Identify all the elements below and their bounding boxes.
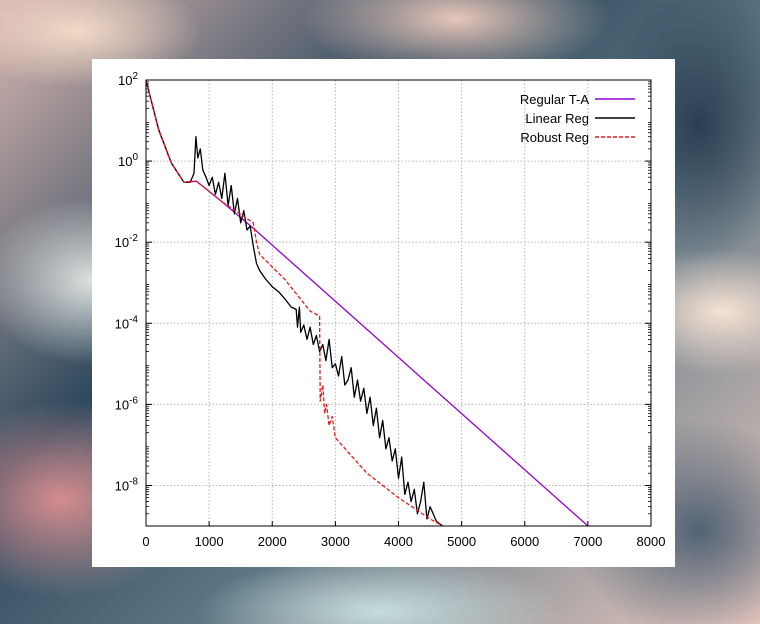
y-tick-labels: 102 100 10-2 10-4 10-6 10-8 <box>115 71 651 493</box>
x-tick-label: 4000 <box>384 534 413 549</box>
chart-svg: 0 1000 2000 3000 4000 5000 6000 7000 8000 102 100… <box>115 71 666 549</box>
y-tick-label: 10-6 <box>115 395 139 412</box>
x-tick-label: 5000 <box>447 534 476 549</box>
x-tick-label: 3000 <box>321 534 350 549</box>
y-tick-label: 10-4 <box>115 314 139 331</box>
legend-label-1: Linear Reg <box>525 111 589 126</box>
x-tick-label: 8000 <box>637 534 666 549</box>
x-tick-label: 6000 <box>510 534 539 549</box>
y-tick-label: 10-8 <box>115 476 139 493</box>
x-tick-label: 7000 <box>573 534 602 549</box>
legend: Regular T-A Linear Reg Robust Reg <box>520 92 635 145</box>
x-tick-label: 2000 <box>258 534 287 549</box>
legend-label-2: Robust Reg <box>520 130 589 145</box>
y-tick-label: 10-2 <box>115 233 139 250</box>
series-line-0 <box>145 79 589 527</box>
legend-label-0: Regular T-A <box>520 92 589 107</box>
y-tick-label: 100 <box>118 152 138 169</box>
x-tick-label: 0 <box>142 534 149 549</box>
series-line-1 <box>145 79 444 527</box>
series-lines <box>145 79 589 527</box>
series-line-2 <box>145 79 444 527</box>
chart-panel: 0 1000 2000 3000 4000 5000 6000 7000 8000 102 100… <box>92 59 675 567</box>
grid <box>146 80 651 526</box>
x-tick-labels: 0 1000 2000 3000 4000 5000 6000 7000 8000 <box>142 521 665 549</box>
x-tick-label: 1000 <box>195 534 224 549</box>
y-tick-label: 102 <box>118 71 138 88</box>
